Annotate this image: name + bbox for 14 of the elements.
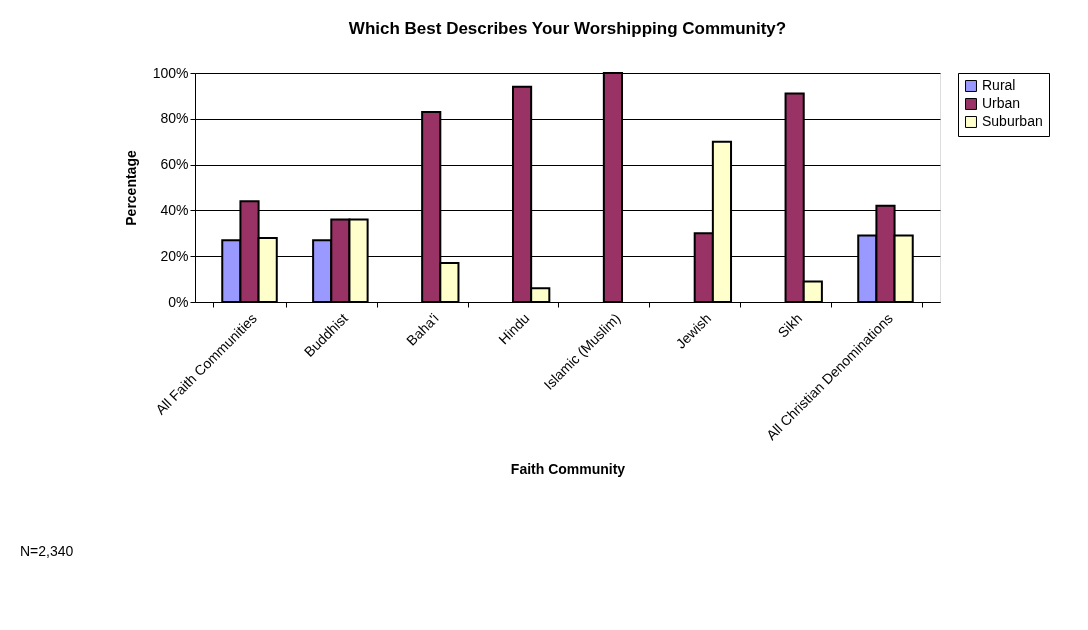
y-tick-label: 100% <box>152 64 189 81</box>
y-tick-label: 40% <box>160 201 189 218</box>
y-tick-label: 80% <box>160 110 189 127</box>
text: N=2,340 <box>20 543 74 559</box>
legend-label: Rural <box>982 77 1016 93</box>
y-tick-label: 20% <box>160 247 189 264</box>
x-axis-title: Faith Community <box>510 461 626 477</box>
y-axis-title: Percentage <box>122 150 139 226</box>
legend-label: Urban <box>982 95 1021 111</box>
chart-title: Which Best Describes Your Worshipping Community? <box>348 19 787 38</box>
y-tick-label: 60% <box>160 156 189 173</box>
legend-label: Suburban <box>982 113 1043 129</box>
x-tick-label: Sikh <box>774 310 806 341</box>
y-tick-label: 0% <box>168 293 189 310</box>
